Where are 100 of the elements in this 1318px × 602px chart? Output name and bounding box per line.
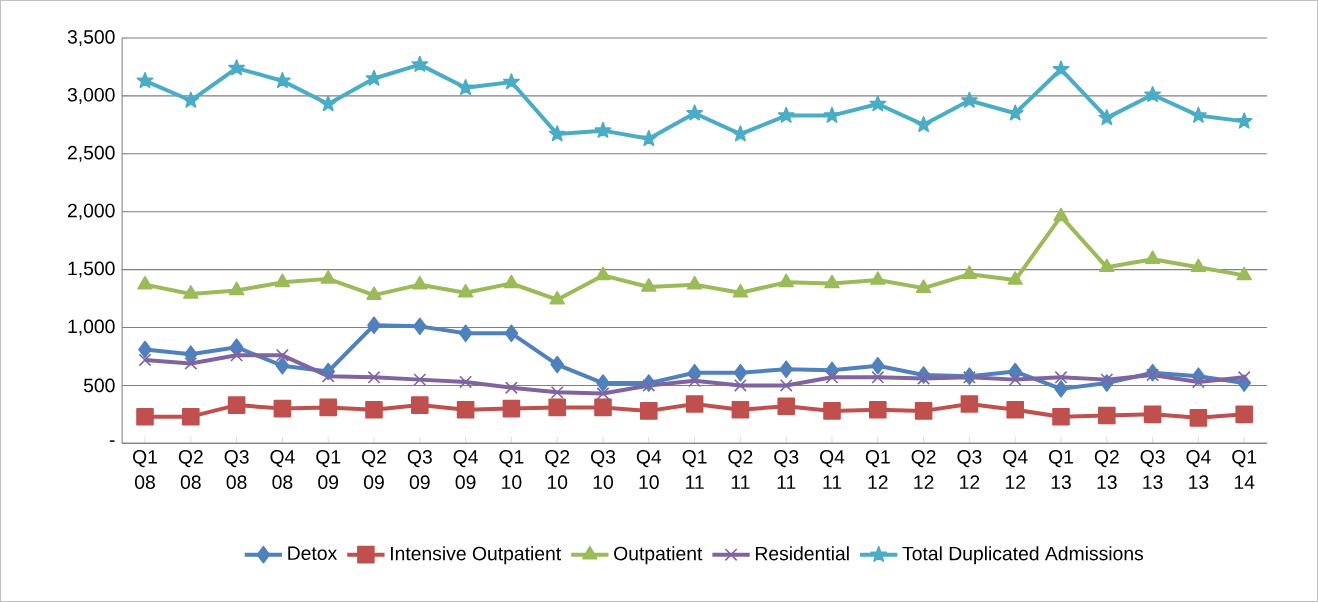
point <box>137 275 153 290</box>
point <box>1236 266 1252 281</box>
point <box>1006 400 1024 419</box>
point <box>1054 380 1068 398</box>
point <box>1052 407 1070 426</box>
point <box>824 274 840 289</box>
point <box>594 398 612 417</box>
point <box>686 275 703 290</box>
point <box>504 381 518 395</box>
point <box>642 378 656 392</box>
x-tick-label: Q3 13 <box>1140 450 1165 490</box>
point <box>365 400 383 419</box>
x-tick-label: Q1 13 <box>1049 450 1073 490</box>
y-tick-label: - <box>109 440 115 442</box>
point <box>275 356 290 375</box>
point <box>731 400 750 419</box>
point <box>871 370 885 384</box>
point <box>274 273 291 288</box>
point <box>1099 258 1115 273</box>
point <box>733 378 747 392</box>
point <box>594 121 612 138</box>
point <box>641 278 657 292</box>
point <box>502 399 521 418</box>
point <box>138 353 152 367</box>
x-tick-label: Q4 10 <box>636 450 662 490</box>
x-tick-label: Q2 08 <box>178 450 203 490</box>
point <box>456 400 475 419</box>
point <box>1235 112 1253 129</box>
point <box>275 348 289 362</box>
x-tick-label: Q2 12 <box>911 450 936 489</box>
y-tick-label: 1,500 <box>68 261 115 278</box>
point <box>1054 370 1068 384</box>
point <box>321 369 335 383</box>
x-tick-label: Q4 08 <box>270 450 295 490</box>
point <box>548 125 566 142</box>
point <box>548 398 567 417</box>
point <box>184 356 198 370</box>
point <box>366 286 382 300</box>
point <box>870 271 886 285</box>
point <box>412 275 428 290</box>
y-tick-label: 2,000 <box>68 203 115 220</box>
point <box>413 317 427 336</box>
point <box>136 72 154 89</box>
point <box>230 348 244 362</box>
point <box>1144 250 1161 264</box>
point <box>182 407 200 426</box>
point <box>1052 60 1070 77</box>
x-tick-label: Q2 10 <box>545 450 570 490</box>
point <box>869 95 887 112</box>
point <box>459 375 473 389</box>
point <box>457 283 474 298</box>
legend-label: Detox <box>288 546 338 561</box>
point <box>640 402 658 420</box>
point <box>915 279 932 293</box>
point <box>320 270 336 284</box>
point <box>732 125 749 142</box>
point <box>779 378 793 392</box>
legend-label: Outpatient <box>614 546 703 565</box>
point <box>504 324 519 343</box>
y-tick-label: 3,000 <box>67 87 115 104</box>
point <box>1098 406 1116 425</box>
point <box>457 78 475 96</box>
point <box>365 69 383 86</box>
point <box>274 72 291 89</box>
point <box>182 91 200 108</box>
point <box>1008 373 1022 387</box>
point <box>413 373 427 387</box>
point <box>183 285 199 299</box>
point <box>367 316 381 334</box>
point <box>917 372 931 385</box>
x-tick-label: Q1 14 <box>1232 450 1257 489</box>
point <box>550 385 564 399</box>
point <box>367 370 381 384</box>
point <box>1053 207 1069 222</box>
point <box>411 396 429 414</box>
point <box>688 374 702 388</box>
point <box>825 370 839 384</box>
point <box>640 129 658 147</box>
point <box>411 55 429 72</box>
point <box>273 399 292 418</box>
point <box>550 355 565 374</box>
point <box>869 400 887 419</box>
x-tick-label: Q1 08 <box>133 450 157 490</box>
point <box>227 396 246 414</box>
point <box>871 356 885 375</box>
x-tick-label: Q2 13 <box>1094 450 1119 490</box>
x-tick-label: Q3 08 <box>224 450 249 490</box>
point <box>184 345 198 363</box>
x-tick-label: Q4 11 <box>820 450 845 489</box>
point <box>1098 109 1116 126</box>
point <box>319 95 337 112</box>
point <box>686 104 704 121</box>
point <box>596 387 610 400</box>
x-tick-label: Q3 11 <box>774 450 799 489</box>
point <box>1144 85 1162 103</box>
x-tick-label: Q4 12 <box>1003 450 1028 489</box>
point <box>1008 362 1022 381</box>
point <box>960 395 979 413</box>
point <box>1191 375 1205 389</box>
point <box>733 363 748 382</box>
